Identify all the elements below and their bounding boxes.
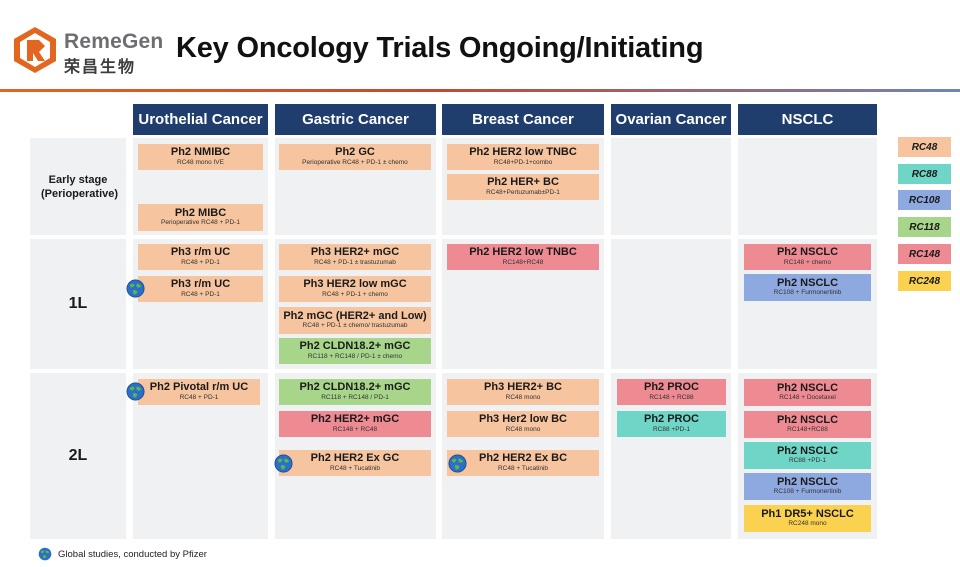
trial-card: Ph3 HER2 low mGC RC48 + PD-1 + chemo — [279, 276, 431, 302]
column-header-nsclc: NSCLC — [738, 104, 877, 135]
globe-icon — [38, 547, 52, 561]
trial-card: Ph2 HER2 Ex GC RC48 + Tucatinib — [279, 450, 431, 476]
column-header-ovarian: Ovarian Cancer — [611, 104, 731, 135]
row-label-2l: 2L — [30, 373, 126, 539]
footnote: Global studies, conducted by Pfizer — [58, 549, 207, 560]
trial-card: Ph3 HER2+ mGC RC48 + PD-1 ± trastuzumab — [279, 244, 431, 270]
trial-card: Ph2 NSCLC RC108 + Furmonertinib — [744, 274, 871, 301]
globe-icon — [126, 279, 145, 298]
legend-item-rc48: RC48 — [898, 137, 951, 157]
company-logo: RemeGen 荣昌生物 — [12, 26, 164, 78]
globe-icon — [126, 382, 145, 401]
trial-card: Ph2 NSCLC RC108 + Furmonertinib — [744, 473, 871, 500]
row-label-early-stage: Early stage (Perioperative) — [30, 138, 126, 235]
trial-card: Ph2 PROC RC148 + RC88 — [617, 379, 726, 405]
trial-card: Ph2 HER2+ mGC RC148 + RC48 — [279, 411, 431, 437]
column-header-gastric: Gastric Cancer — [275, 104, 436, 135]
trial-card: Ph1 DR5+ NSCLC RC248 mono — [744, 505, 871, 532]
legend-item-rc148: RC148 — [898, 244, 951, 264]
logo-text-cn: 荣昌生物 — [64, 57, 137, 76]
trial-card: Ph2 NSCLC RC148+RC88 — [744, 411, 871, 438]
trial-card: Ph2 CLDN18.2+ mGC RC118 + RC148 / PD-1 — [279, 379, 431, 405]
legend-item-rc108: RC108 — [898, 190, 951, 210]
legend-item-rc88: RC88 — [898, 164, 951, 184]
column-header-breast: Breast Cancer — [442, 104, 604, 135]
trial-card: Ph2 NSCLC RC148 + Docetaxel — [744, 379, 871, 406]
title-divider — [0, 89, 960, 92]
page-title: Key Oncology Trials Ongoing/Initiating — [176, 32, 704, 64]
trial-card: Ph2 CLDN18.2+ mGC RC118 + RC148 / PD-1 ±… — [279, 338, 431, 364]
trial-card: Ph2 NMIBC RC48 mono IVE — [138, 144, 263, 170]
trial-card: Ph2 Pivotal r/m UC RC48 + PD-1 — [138, 379, 260, 405]
trial-card: Ph2 HER2 Ex BC RC48 + Tucatinib — [447, 450, 599, 476]
trial-card: Ph2 HER2 low TNBC RC48+PD-1+combo — [447, 144, 599, 170]
legend-item-rc248: RC248 — [898, 271, 951, 291]
cell-bg — [611, 239, 731, 369]
cell-bg — [611, 138, 731, 235]
trial-card: Ph2 PROC RC88 +PD-1 — [617, 411, 726, 437]
trial-card: Ph3 HER2+ BC RC48 mono — [447, 379, 599, 405]
logo-text-en: RemeGen — [64, 30, 164, 53]
trial-card: Ph3 r/m UC RC48 + PD-1 — [138, 244, 263, 270]
trial-card: Ph2 NSCLC RC148 + chemo — [744, 244, 871, 270]
remegen-logo-icon — [14, 27, 56, 73]
trial-card: Ph2 HER2 low TNBC RC148+RC48 — [447, 244, 599, 270]
cell-bg — [738, 138, 877, 235]
trial-card: Ph2 HER+ BC RC48+Pertuzumab±PD-1 — [447, 174, 599, 200]
column-header-urothelial: Urothelial Cancer — [133, 104, 268, 135]
trial-card: Ph2 MIBC Perioperative RC48 + PD-1 — [138, 204, 263, 231]
trial-card: Ph3 r/m UC RC48 + PD-1 — [138, 276, 263, 302]
legend-item-rc118: RC118 — [898, 217, 951, 237]
globe-icon — [448, 454, 467, 473]
globe-icon — [274, 454, 293, 473]
trial-card: Ph3 Her2 low BC RC48 mono — [447, 411, 599, 437]
trial-card: Ph2 NSCLC RC88 +PD-1 — [744, 442, 871, 469]
row-label-1l: 1L — [30, 239, 126, 369]
trial-card: Ph2 GC Perioperative RC48 + PD-1 ± chemo — [279, 144, 431, 170]
trial-card: Ph2 mGC (HER2+ and Low) RC48 + PD-1 ± ch… — [279, 307, 431, 334]
